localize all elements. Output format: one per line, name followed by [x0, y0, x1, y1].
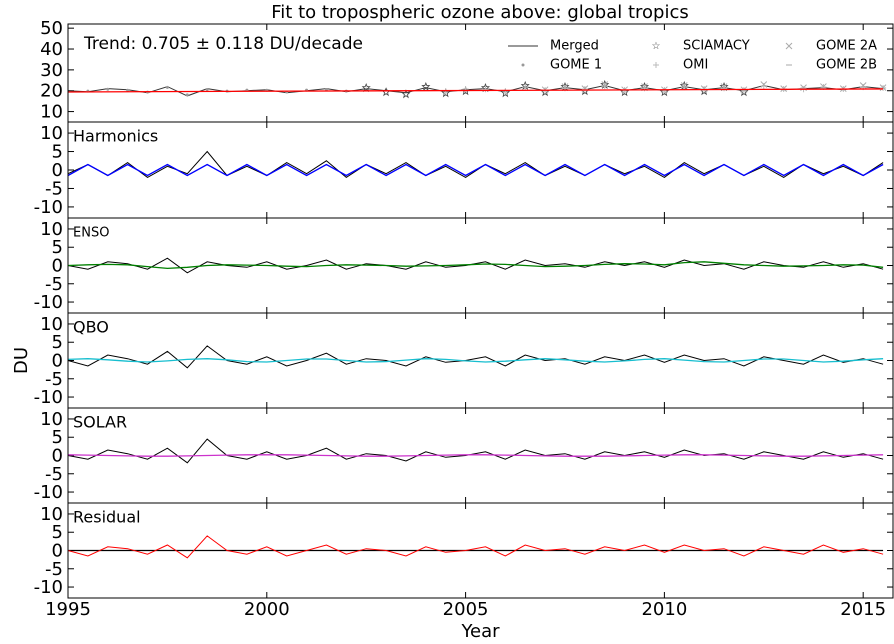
y-tick-label: 0	[52, 256, 63, 277]
point	[641, 83, 648, 90]
plot-frame	[67, 502, 894, 599]
annotation: Trend: 0.705 ± 0.118 DU/decade	[83, 34, 363, 54]
point	[500, 88, 510, 98]
fit-line	[67, 261, 884, 270]
y-tick-label: 0	[52, 541, 63, 562]
panel-label: ENSO	[73, 226, 109, 241]
y-tick-label: -10	[34, 577, 63, 598]
fit-line	[67, 358, 884, 363]
point	[324, 87, 328, 91]
panel-label: Residual	[73, 508, 141, 527]
y-tick-label: 30	[40, 60, 63, 81]
y-tick-label: -10	[34, 197, 63, 218]
y-tick-label: -5	[45, 274, 63, 295]
panel-label: SOLAR	[73, 413, 127, 432]
y-tick-label: 10	[40, 314, 63, 335]
point	[482, 86, 489, 93]
y-tick-label: 0	[52, 160, 63, 181]
point	[381, 87, 391, 97]
point	[441, 88, 451, 98]
y-tick-label: -5	[45, 464, 63, 485]
panel-label: Harmonics	[73, 127, 158, 146]
point	[620, 87, 630, 97]
x-tick-label: 2010	[641, 599, 687, 620]
y-tick-label: 5	[52, 522, 63, 543]
point	[502, 88, 509, 95]
legend-label: OMI	[683, 58, 708, 73]
point	[739, 87, 749, 97]
point	[601, 81, 609, 88]
legend-label: Merged	[550, 39, 599, 54]
y-tick-label: 5	[52, 237, 63, 258]
y-tick-label: -5	[45, 178, 63, 199]
y-tick-label: 10	[40, 219, 63, 240]
chart-title: Fit to tropospheric ozone above: global …	[271, 2, 689, 23]
point	[361, 83, 371, 93]
point	[700, 85, 708, 92]
point	[522, 84, 529, 91]
data-line	[67, 257, 884, 274]
y-tick-label: 10	[40, 102, 63, 123]
legend-symbol: ☆	[652, 41, 661, 52]
point	[659, 87, 669, 97]
y-tick-label: 40	[40, 39, 63, 60]
y-tick-label: 0	[52, 446, 63, 467]
point	[760, 81, 768, 88]
plot-frame	[67, 121, 894, 219]
point	[561, 83, 569, 90]
point	[461, 86, 471, 96]
legend-label: SCIAMACY	[683, 39, 750, 54]
y-tick-label: 20	[40, 81, 63, 102]
legend-symbol	[521, 63, 525, 67]
fit-line	[67, 454, 884, 457]
y-tick-label: -5	[45, 559, 63, 580]
y-tick-label: -5	[45, 369, 63, 390]
legend-label: GOME 2B	[816, 58, 877, 73]
point	[720, 83, 728, 90]
legend-label: GOME 2A	[816, 39, 877, 54]
y-tick-label: 50	[40, 18, 63, 39]
data-line	[67, 535, 884, 559]
point	[680, 82, 688, 89]
point	[401, 89, 411, 99]
y-tick-label: 10	[40, 123, 63, 144]
x-tick-label: 2000	[244, 599, 290, 620]
x-tick-label: 1995	[45, 599, 91, 620]
plot-frame	[67, 312, 894, 409]
y-tick-label: 0	[52, 351, 63, 372]
point	[185, 93, 189, 97]
y-tick-label: 5	[52, 332, 63, 353]
y-tick-label: 10	[40, 504, 63, 525]
x-tick-label: 2015	[840, 599, 886, 620]
legend-symbol	[653, 62, 659, 68]
point	[126, 88, 130, 92]
panel-label: QBO	[73, 318, 109, 337]
y-tick-label: 10	[40, 409, 63, 430]
point	[205, 87, 209, 91]
point	[165, 85, 169, 89]
x-tick-label: 2005	[443, 599, 489, 620]
data-line	[67, 438, 884, 464]
y-tick-label: -10	[34, 387, 63, 408]
data-line	[67, 345, 884, 369]
y-tick-label: 5	[52, 142, 63, 163]
y-tick-label: 5	[52, 427, 63, 448]
point	[421, 81, 431, 92]
fit-line	[67, 163, 884, 177]
y-tick-label: -10	[34, 292, 63, 313]
y-axis-label: DU	[11, 347, 32, 374]
legend-symbol	[785, 42, 793, 50]
point	[106, 87, 110, 91]
fit-line	[67, 88, 884, 93]
x-axis-label: Year	[460, 621, 500, 642]
y-tick-label: -10	[34, 482, 63, 503]
legend-label: GOME 1	[550, 58, 602, 73]
